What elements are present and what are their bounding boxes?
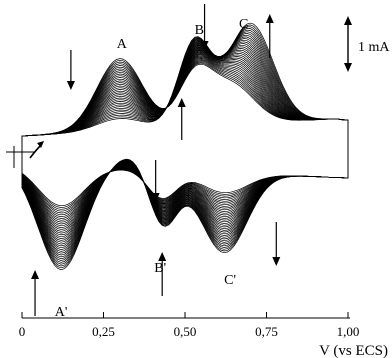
peak-label: C bbox=[239, 17, 248, 32]
arrow-down-icon bbox=[151, 193, 160, 202]
x-tick-label: 0 bbox=[19, 324, 26, 339]
trend-arrows bbox=[31, 4, 281, 316]
arrow-down-icon bbox=[200, 41, 209, 50]
cv-cycle-curve bbox=[21, 22, 349, 271]
arrow-up-icon bbox=[158, 252, 167, 261]
x-tick-label: 0,50 bbox=[174, 324, 197, 339]
peak-label: B' bbox=[154, 261, 166, 276]
arrow-up-icon bbox=[265, 14, 274, 23]
scan-direction-arrowhead-icon bbox=[37, 141, 44, 148]
arrow-up-icon bbox=[31, 270, 40, 279]
scale-bar-label: 1 mA bbox=[358, 40, 390, 55]
start-marker bbox=[6, 141, 44, 168]
x-axis-label: V (vs ECS) bbox=[319, 343, 388, 358]
x-ticks: 0 0,25 0,50 0,75 1,00 bbox=[19, 312, 360, 339]
peak-label: A' bbox=[55, 305, 68, 320]
x-tick-label: 0,75 bbox=[255, 324, 278, 339]
scale-bar: 1 mA bbox=[344, 16, 390, 72]
arrow-down-icon bbox=[272, 257, 281, 266]
arrow-up-icon bbox=[177, 98, 186, 107]
peak-label: A bbox=[117, 37, 128, 52]
arrow-down-icon bbox=[66, 81, 75, 90]
peak-labels: A B C A' B' C' bbox=[55, 17, 249, 320]
cv-curves bbox=[21, 22, 349, 271]
x-tick-label: 0,25 bbox=[92, 324, 115, 339]
peak-label: B bbox=[195, 23, 204, 38]
scale-bar-arrow-down-icon bbox=[344, 63, 352, 72]
peak-label: C' bbox=[224, 273, 236, 288]
x-tick-label: 1,00 bbox=[337, 324, 360, 339]
scale-bar-arrow-up-icon bbox=[344, 16, 352, 25]
